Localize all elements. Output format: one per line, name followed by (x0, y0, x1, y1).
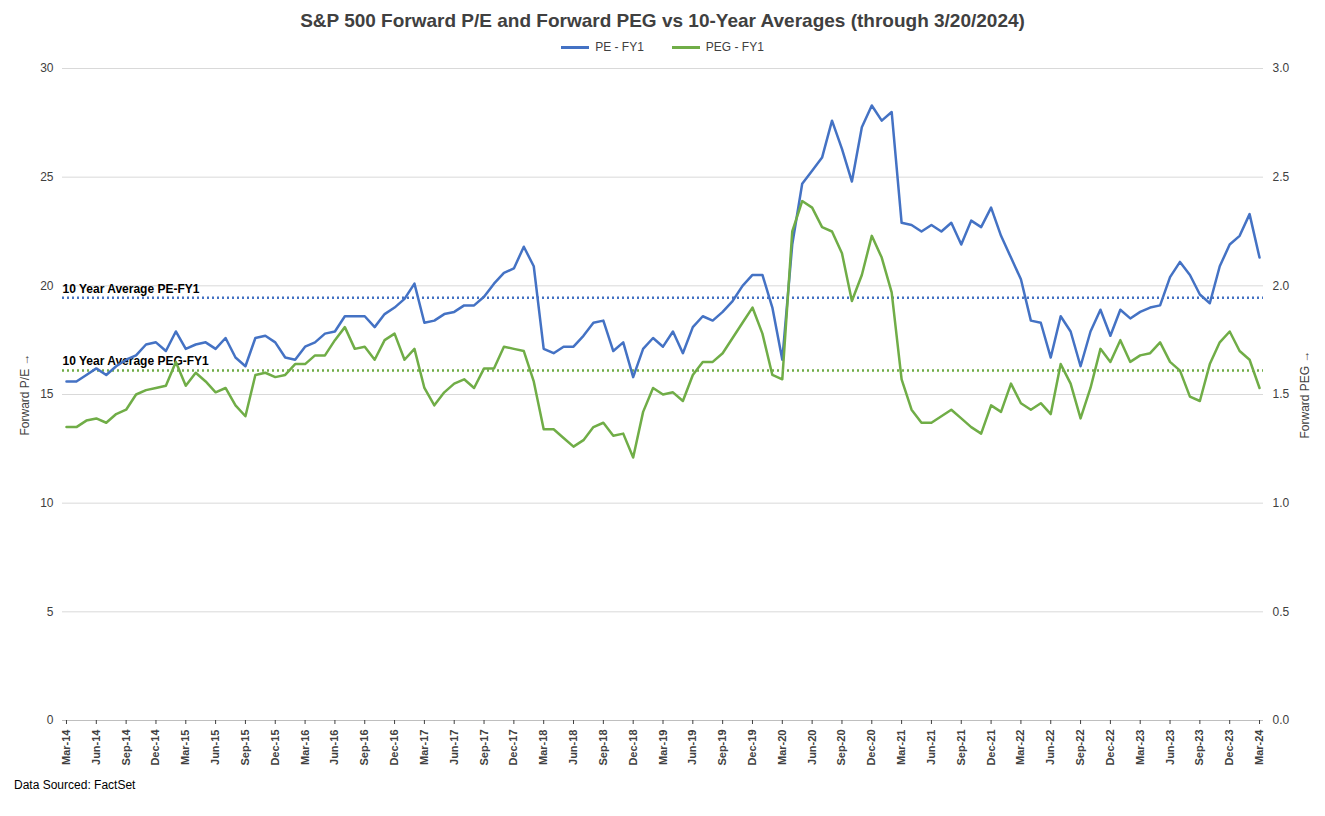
svg-text:Mar-14: Mar-14 (60, 729, 72, 765)
svg-text:Sep-18: Sep-18 (597, 730, 609, 766)
svg-text:Dec-18: Dec-18 (627, 730, 639, 766)
svg-text:0: 0 (47, 713, 54, 727)
svg-text:20: 20 (40, 279, 54, 293)
svg-text:Dec-16: Dec-16 (388, 730, 400, 766)
svg-text:Mar-16: Mar-16 (299, 730, 311, 765)
svg-text:Dec-14: Dec-14 (149, 729, 161, 766)
svg-text:Jun-21: Jun-21 (925, 730, 937, 765)
svg-text:Mar-23: Mar-23 (1134, 730, 1146, 765)
svg-text:Sep-23: Sep-23 (1193, 730, 1205, 766)
svg-text:Dec-17: Dec-17 (507, 730, 519, 766)
svg-text:Mar-19: Mar-19 (657, 730, 669, 765)
svg-text:1.5: 1.5 (1273, 387, 1290, 401)
svg-text:30: 30 (40, 61, 54, 75)
svg-text:Mar-20: Mar-20 (776, 730, 788, 765)
svg-text:Mar-22: Mar-22 (1014, 730, 1026, 765)
html-text:PE - FY1: PE - FY1 (595, 40, 644, 54)
svg-text:10: 10 (40, 496, 54, 510)
svg-text:15: 15 (40, 387, 54, 401)
svg-text:Jun-18: Jun-18 (567, 730, 579, 765)
svg-text:Mar-24: Mar-24 (1253, 729, 1265, 765)
svg-text:25: 25 (40, 170, 54, 184)
svg-text:10 Year Average PE-FY1: 10 Year Average PE-FY1 (62, 282, 199, 296)
svg-text:Forward PEG →: Forward PEG → (1298, 350, 1312, 438)
svg-text:10 Year Average PEG-FY1: 10 Year Average PEG-FY1 (62, 354, 209, 369)
svg-text:1.0: 1.0 (1273, 496, 1290, 510)
svg-text:Sep-21: Sep-21 (955, 730, 967, 766)
svg-text:Sep-16: Sep-16 (358, 730, 370, 766)
svg-text:Dec-15: Dec-15 (269, 730, 281, 766)
svg-text:Jun-23: Jun-23 (1164, 730, 1176, 765)
svg-text:Mar-15: Mar-15 (179, 730, 191, 765)
svg-text:Dec-22: Dec-22 (1104, 730, 1116, 766)
svg-text:Mar-17: Mar-17 (418, 730, 430, 765)
svg-text:0.0: 0.0 (1273, 713, 1290, 727)
svg-text:Dec-23: Dec-23 (1223, 730, 1235, 766)
svg-text:Jun-16: Jun-16 (328, 730, 340, 765)
svg-text:Jun-17: Jun-17 (448, 730, 460, 765)
svg-text:Forward P/E →: Forward P/E → (18, 353, 32, 435)
svg-text:5: 5 (47, 605, 54, 619)
html-text:Data Sourced: FactSet: Data Sourced: FactSet (14, 778, 136, 792)
svg-text:Jun-19: Jun-19 (686, 730, 698, 765)
svg-text:Sep-15: Sep-15 (239, 730, 251, 766)
svg-text:Sep-19: Sep-19 (716, 730, 728, 766)
svg-text:Sep-20: Sep-20 (835, 730, 847, 766)
svg-text:Sep-17: Sep-17 (478, 730, 490, 766)
svg-text:Dec-21: Dec-21 (985, 730, 997, 766)
svg-text:0.5: 0.5 (1273, 605, 1290, 619)
svg-text:Jun-22: Jun-22 (1044, 730, 1056, 765)
svg-text:Sep-14: Sep-14 (120, 729, 132, 766)
svg-text:Sep-22: Sep-22 (1074, 730, 1086, 766)
svg-text:2.0: 2.0 (1273, 279, 1290, 293)
svg-text:Jun-15: Jun-15 (209, 730, 221, 765)
svg-text:Dec-19: Dec-19 (746, 730, 758, 766)
svg-text:Jun-20: Jun-20 (806, 730, 818, 765)
svg-text:Mar-21: Mar-21 (895, 730, 907, 765)
svg-text:Jun-14: Jun-14 (90, 729, 102, 765)
svg-text:Mar-18: Mar-18 (537, 730, 549, 765)
html-text:PEG - FY1: PEG - FY1 (705, 40, 764, 54)
svg-text:2.5: 2.5 (1273, 170, 1290, 184)
svg-text:3.0: 3.0 (1273, 61, 1290, 75)
html-text:S&P 500 Forward P/E and Forwar: S&P 500 Forward P/E and Forward PEG vs 1… (300, 10, 1025, 31)
svg-text:Dec-20: Dec-20 (865, 730, 877, 766)
